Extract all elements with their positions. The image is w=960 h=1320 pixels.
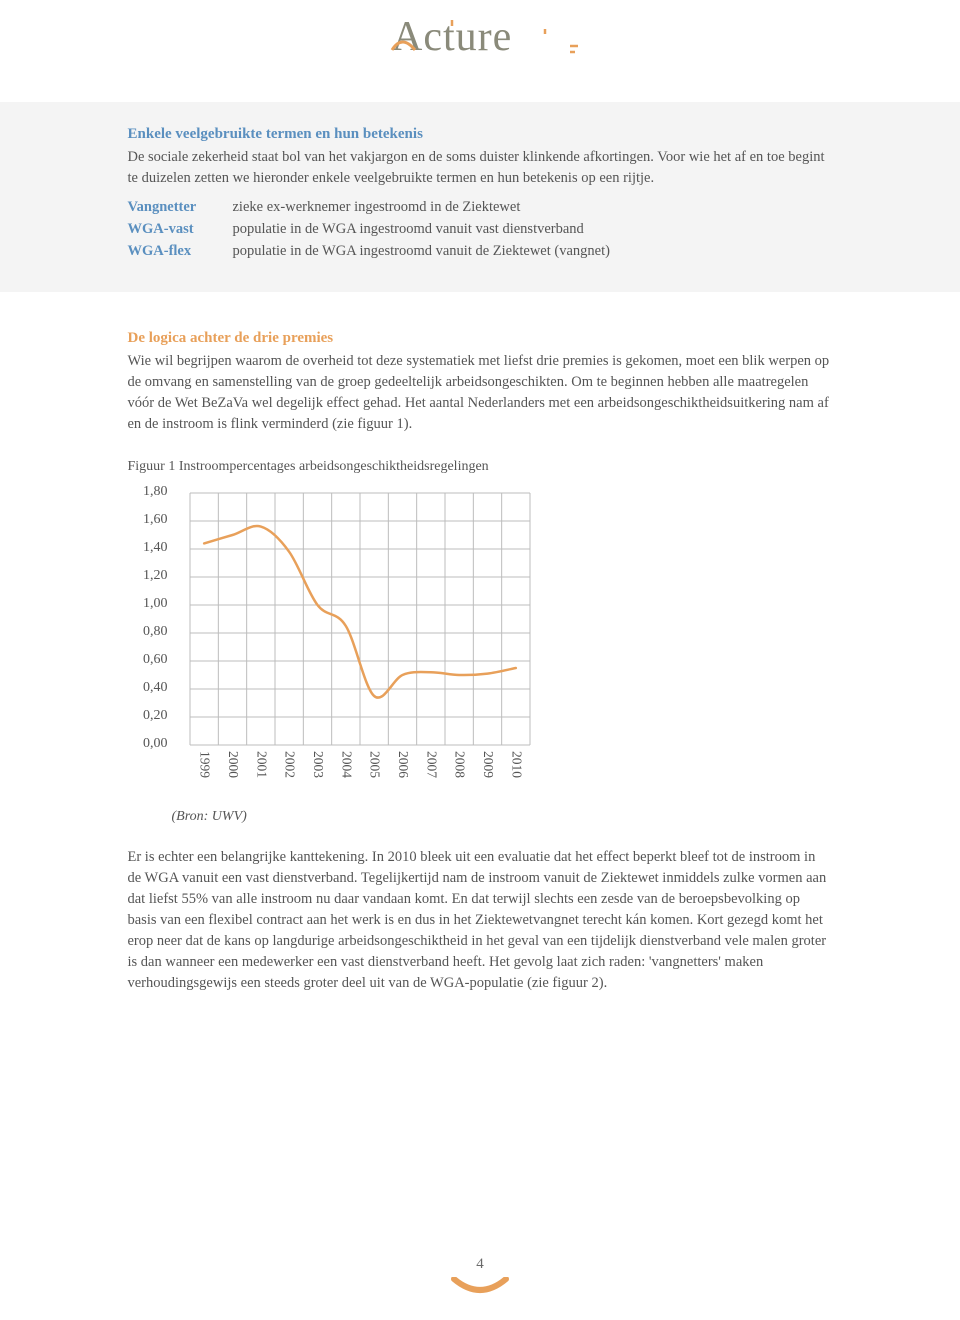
definition-text: populatie in de WGA ingestroomd vanuit d… <box>233 241 610 263</box>
x-axis-label: 2001 <box>253 751 269 778</box>
x-axis-label: 2006 <box>395 751 411 778</box>
x-axis-label: 2003 <box>310 751 326 778</box>
definition-term: Vangnetter <box>128 197 233 219</box>
definition-term: WGA-vast <box>128 219 233 241</box>
y-axis-label: 1,40 <box>128 540 168 556</box>
y-axis-label: 0,60 <box>128 652 168 668</box>
y-axis-label: 1,00 <box>128 596 168 612</box>
definition-row: WGA-flexpopulatie in de WGA ingestroomd … <box>128 241 833 263</box>
x-axis-label: 2002 <box>282 751 298 778</box>
paragraph-2: Er is echter een belangrijke kanttekenin… <box>128 847 833 994</box>
definition-term: WGA-flex <box>128 241 233 263</box>
x-axis-label: 1999 <box>197 751 213 778</box>
y-axis-label: 1,80 <box>128 484 168 500</box>
x-axis-label: 2007 <box>423 751 439 778</box>
figure-caption: Figuur 1 Instroompercentages arbeidsonge… <box>128 459 833 475</box>
terms-box: Enkele veelgebruikte termen en hun betek… <box>0 102 960 292</box>
x-axis-label: 2010 <box>508 751 524 778</box>
x-axis-label: 2000 <box>225 751 241 778</box>
main-content: De logica achter de drie premies Wie wil… <box>128 292 833 994</box>
chart-svg <box>128 485 534 749</box>
y-axis-label: 0,00 <box>128 736 168 752</box>
definition-row: WGA-vastpopulatie in de WGA ingestroomd … <box>128 219 833 241</box>
y-axis-label: 0,40 <box>128 680 168 696</box>
y-axis-label: 1,20 <box>128 568 168 584</box>
terms-intro: De sociale zekerheid staat bol van het v… <box>128 147 833 189</box>
x-axis-label: 2005 <box>367 751 383 778</box>
y-axis-label: 0,80 <box>128 624 168 640</box>
x-axis-label: 2004 <box>338 751 354 778</box>
y-axis-label: 1,60 <box>128 512 168 528</box>
definition-text: zieke ex-werknemer ingestroomd in de Zie… <box>233 197 521 219</box>
logo-area: Acture <box>0 0 960 67</box>
section-body: Wie wil begrijpen waarom de overheid tot… <box>128 351 833 435</box>
definition-row: Vangnetterzieke ex-werknemer ingestroomd… <box>128 197 833 219</box>
definition-text: populatie in de WGA ingestroomd vanuit v… <box>233 219 584 241</box>
page-arc-icon <box>450 1277 510 1295</box>
x-axis-label: 2008 <box>452 751 468 778</box>
section-heading: De logica achter de drie premies <box>128 330 833 347</box>
terms-heading: Enkele veelgebruikte termen en hun betek… <box>128 126 833 143</box>
y-axis-label: 0,20 <box>128 708 168 724</box>
page-footer: 4 <box>0 1256 960 1300</box>
acture-logo: Acture <box>380 12 580 62</box>
line-chart: 1,80 1,60 1,40 1,20 1,00 0,80 0,60 0,40 0,20 0,00… <box>128 485 833 805</box>
x-axis-label: 2009 <box>480 751 496 778</box>
page-number: 4 <box>0 1256 960 1273</box>
chart-source: (Bron: UWV) <box>172 809 833 825</box>
terms-definitions: Vangnetterzieke ex-werknemer ingestroomd… <box>128 197 833 262</box>
